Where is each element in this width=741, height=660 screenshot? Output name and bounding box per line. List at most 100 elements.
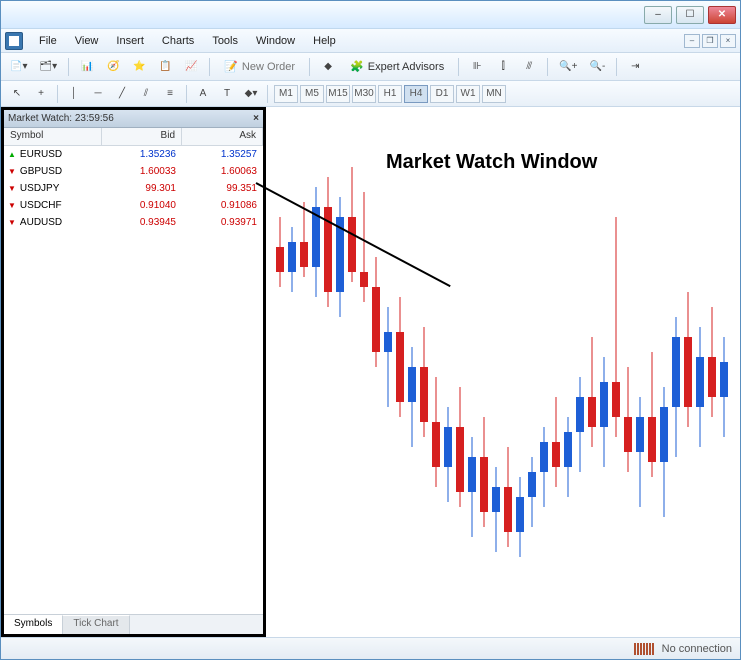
new-order-button[interactable]: 📝 New Order	[218, 57, 301, 77]
zoom-out-icon[interactable]: 🔍-	[587, 57, 609, 77]
app-window: – ☐ ✕ FileViewInsertChartsToolsWindowHel…	[0, 0, 741, 660]
symbol-label: GBPUSD	[20, 166, 62, 177]
menu-view[interactable]: View	[67, 32, 107, 50]
menu-insert[interactable]: Insert	[108, 32, 152, 50]
bid-value: 0.93945	[102, 217, 182, 228]
market-watch-row[interactable]: ▼ GBPUSD 1.600331.60063	[4, 163, 263, 180]
bid-value: 1.35236	[102, 149, 182, 160]
statusbar: No connection	[1, 637, 740, 659]
mdi-restore-button[interactable]: ❐	[702, 34, 718, 48]
separator	[458, 58, 459, 76]
strategy-tester-icon[interactable]: 📈	[181, 57, 201, 77]
arrow-down-icon: ▼	[8, 201, 16, 210]
column-ask[interactable]: Ask	[182, 128, 263, 145]
shapes-icon[interactable]: ◆▾	[241, 84, 261, 104]
market-watch-icon[interactable]: 📊	[77, 57, 97, 77]
ask-value: 0.91086	[182, 200, 263, 211]
channel-icon[interactable]: ⫽	[136, 84, 156, 104]
market-watch-row[interactable]: ▼ USDJPY 99.30199.351	[4, 180, 263, 197]
timeframe-d1[interactable]: D1	[430, 85, 454, 103]
separator	[68, 58, 69, 76]
terminal-icon[interactable]: 📋	[155, 57, 175, 77]
crosshair-icon[interactable]: +	[31, 84, 51, 104]
column-symbol[interactable]: Symbol	[4, 128, 102, 145]
minimize-button[interactable]: –	[644, 6, 672, 24]
fibo-icon[interactable]: ≡	[160, 84, 180, 104]
toolbar-main: 📄▾ 🗂▾ 📊 🧭 ⭐ 📋 📈 📝 New Order ◆ 🧩 Expert A…	[1, 53, 740, 81]
text-label-icon[interactable]: T	[217, 84, 237, 104]
bid-value: 0.91040	[102, 200, 182, 211]
market-watch-title-label: Market Watch: 23:59:56	[8, 113, 114, 124]
navigator-icon[interactable]: 🧭	[103, 57, 123, 77]
market-watch-close-icon[interactable]: ×	[253, 113, 259, 124]
timeframe-m30[interactable]: M30	[352, 85, 376, 103]
menu-charts[interactable]: Charts	[154, 32, 202, 50]
tab-tick-chart[interactable]: Tick Chart	[63, 615, 129, 634]
arrow-down-icon: ▼	[8, 218, 16, 227]
market-watch-row[interactable]: ▼ USDCHF 0.910400.91086	[4, 197, 263, 214]
close-button[interactable]: ✕	[708, 6, 736, 24]
data-window-icon[interactable]: ⭐	[129, 57, 149, 77]
autoscroll-icon[interactable]: ⇥	[625, 57, 645, 77]
hline-icon[interactable]: ─	[88, 84, 108, 104]
market-watch-tabs: Symbols Tick Chart	[4, 614, 263, 634]
menu-tools[interactable]: Tools	[204, 32, 246, 50]
symbol-label: USDCHF	[20, 200, 62, 211]
column-bid[interactable]: Bid	[102, 128, 182, 145]
arrow-down-icon: ▼	[8, 167, 16, 176]
menu-help[interactable]: Help	[305, 32, 344, 50]
market-watch-row[interactable]: ▼AUDUSD0.939450.93971	[4, 214, 263, 231]
timeframe-h4[interactable]: H4	[404, 85, 428, 103]
tab-symbols[interactable]: Symbols	[4, 615, 63, 634]
timeframe-h1[interactable]: H1	[378, 85, 402, 103]
chart-line-icon[interactable]: ⫻	[519, 57, 539, 77]
cursor-icon[interactable]: ↖	[7, 84, 27, 104]
separator	[267, 85, 268, 103]
menu-window[interactable]: Window	[248, 32, 303, 50]
new-order-icon: 📝	[224, 60, 238, 73]
separator	[616, 58, 617, 76]
bid-value: 1.60033	[102, 166, 182, 177]
chart-candle-icon[interactable]: ⫿	[493, 57, 513, 77]
annotation-label: Market Watch Window	[386, 151, 597, 174]
new-chart-icon[interactable]: 📄▾	[7, 57, 30, 77]
app-icon	[5, 32, 23, 50]
timeframe-m1[interactable]: M1	[274, 85, 298, 103]
timeframe-m5[interactable]: M5	[300, 85, 324, 103]
timeframe-w1[interactable]: W1	[456, 85, 480, 103]
market-watch-title: Market Watch: 23:59:56 ×	[4, 110, 263, 128]
chart-area[interactable]: Market Watch Window	[266, 107, 740, 637]
workspace: Market Watch: 23:59:56 × Symbol Bid Ask …	[1, 107, 740, 637]
arrow-up-icon: ▲	[8, 150, 16, 159]
menubar: FileViewInsertChartsToolsWindowHelp – ❐ …	[1, 29, 740, 53]
mdi-minimize-button[interactable]: –	[684, 34, 700, 48]
timeframe-m15[interactable]: M15	[326, 85, 350, 103]
metaquotes-icon[interactable]: ◆	[318, 57, 338, 77]
connection-icon	[634, 643, 654, 655]
ask-value: 1.60063	[182, 166, 263, 177]
expert-advisors-button[interactable]: 🧩 Expert Advisors	[344, 57, 450, 77]
titlebar: – ☐ ✕	[1, 1, 740, 29]
symbol-label: AUDUSD	[20, 217, 62, 228]
timeframe-mn[interactable]: MN	[482, 85, 506, 103]
profiles-icon[interactable]: 🗂▾	[36, 57, 60, 77]
mdi-controls: – ❐ ×	[684, 34, 736, 48]
symbol-label: USDJPY	[20, 183, 59, 194]
vline-icon[interactable]: │	[64, 84, 84, 104]
ask-value: 99.351	[182, 183, 263, 194]
arrow-down-icon: ▼	[8, 184, 16, 193]
chart-bar-icon[interactable]: ⊪	[467, 57, 487, 77]
zoom-in-icon[interactable]: 🔍+	[556, 57, 580, 77]
trendline-icon[interactable]: ╱	[112, 84, 132, 104]
menu-file[interactable]: File	[31, 32, 65, 50]
text-icon[interactable]: A	[193, 84, 213, 104]
market-watch-body: ▲EURUSD1.352361.35257▼GBPUSD1.600331.600…	[4, 146, 263, 614]
separator	[186, 85, 187, 103]
bid-value: 99.301	[102, 183, 182, 194]
mdi-close-button[interactable]: ×	[720, 34, 736, 48]
market-watch-row[interactable]: ▲EURUSD1.352361.35257	[4, 146, 263, 163]
connection-status: No connection	[662, 643, 732, 655]
separator	[57, 85, 58, 103]
symbol-label: EURUSD	[20, 149, 62, 160]
maximize-button[interactable]: ☐	[676, 6, 704, 24]
